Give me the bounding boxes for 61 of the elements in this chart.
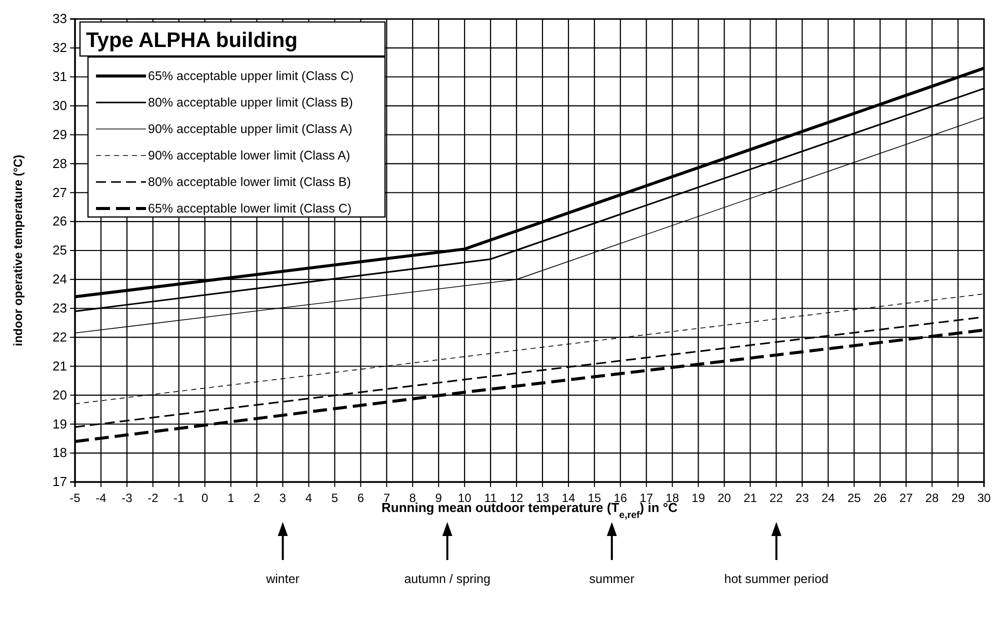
x-tick-label: 10 [458, 491, 472, 505]
legend-label: 65% acceptable upper limit (Class C) [148, 69, 354, 83]
x-tick-label: 28 [925, 491, 940, 505]
y-tick-label: 20 [52, 387, 67, 402]
y-tick-label: 29 [52, 126, 67, 142]
x-tick-label: 3 [279, 491, 286, 505]
x-tick-label: -5 [70, 491, 81, 505]
y-tick-label: 27 [52, 184, 67, 200]
y-tick-label: 31 [52, 69, 67, 84]
y-tick-label: 22 [52, 329, 67, 344]
x-tick-label: 1 [227, 491, 234, 505]
y-tick-label: 21 [52, 358, 67, 374]
legend-label: 80% acceptable upper limit (Class B) [148, 96, 353, 110]
x-tick-label: 2 [253, 491, 260, 505]
x-tick-label: 15 [588, 491, 602, 505]
x-tick-label: 24 [821, 491, 836, 505]
y-tick-label: 19 [52, 416, 67, 432]
x-tick-label: 14 [562, 491, 576, 505]
x-tick-label: 25 [847, 491, 862, 505]
y-tick-label: 32 [52, 40, 67, 56]
x-tick-label: 27 [899, 491, 914, 505]
y-tick-label: 17 [52, 474, 67, 490]
x-tick-label: -3 [122, 491, 133, 505]
x-tick-label: 30 [977, 491, 991, 505]
x-tick-label: 12 [510, 491, 524, 505]
x-tick-label: 26 [873, 491, 888, 505]
text: hot summer period [724, 572, 829, 586]
legend-label: 65% acceptable lower limit (Class C) [148, 202, 352, 216]
y-tick-label: 23 [52, 300, 67, 316]
x-tick-label: 23 [796, 491, 810, 505]
x-tick-label: -4 [96, 491, 107, 505]
x-tick-label: -2 [148, 491, 159, 505]
y-tick-label: 26 [52, 214, 67, 229]
y-tick-label: 28 [52, 156, 67, 171]
legend-label: 90% acceptable lower limit (Class A) [148, 148, 350, 162]
legend-label: 80% acceptable lower limit (Class B) [148, 175, 351, 189]
text: winter [265, 572, 300, 586]
y-axis-title: indoor operative temperature (°C) [11, 154, 25, 346]
x-tick-label: 0 [202, 491, 209, 505]
x-tick-label: 11 [484, 491, 498, 505]
x-tick-label: 4 [305, 491, 312, 505]
x-tick-label: 22 [770, 491, 784, 505]
x-tick-label: 21 [744, 491, 758, 505]
legend-title: Type ALPHA building [86, 29, 298, 52]
x-tick-label: 20 [718, 491, 732, 505]
y-tick-label: 18 [52, 445, 67, 460]
x-tick-label: 13 [536, 491, 550, 505]
legend-label: 90% acceptable upper limit (Class A) [148, 122, 352, 136]
y-tick-label: 33 [52, 11, 67, 26]
x-tick-label: 5 [331, 491, 338, 505]
x-tick-label: 19 [692, 491, 706, 505]
x-tick-label: 8 [409, 491, 416, 505]
x-tick-label: 9 [435, 491, 442, 505]
text: summer [589, 572, 634, 586]
text: autumn / spring [404, 572, 490, 586]
y-tick-label: 30 [52, 98, 67, 113]
y-tick-label: 24 [52, 272, 67, 287]
x-tick-label: 29 [951, 491, 966, 505]
x-tick-label: -1 [174, 491, 185, 505]
y-tick-label: 25 [52, 242, 67, 258]
x-tick-label: 6 [357, 491, 364, 505]
